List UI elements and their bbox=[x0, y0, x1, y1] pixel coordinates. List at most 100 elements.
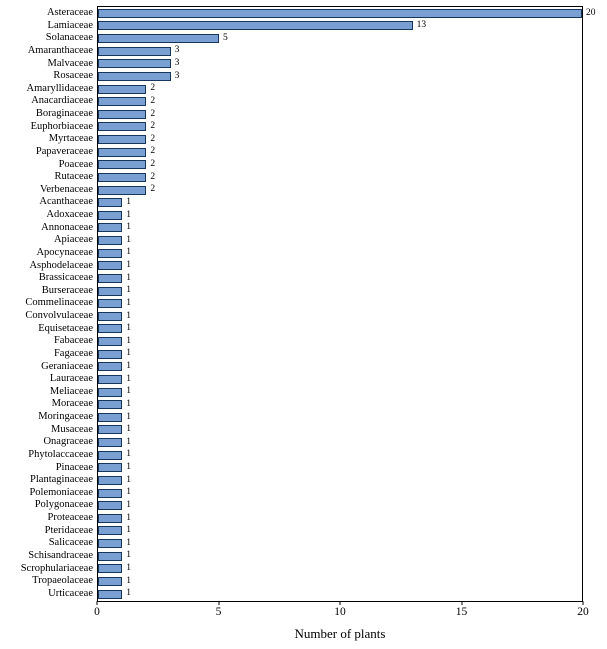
category-label: Malvaceae bbox=[47, 57, 93, 69]
bar bbox=[98, 172, 147, 182]
category-label: Meliaceae bbox=[49, 385, 93, 397]
bar bbox=[98, 210, 123, 220]
bar bbox=[98, 425, 123, 435]
category-label: Geraniaceae bbox=[41, 360, 93, 372]
value-label: 1 bbox=[126, 335, 131, 346]
bar bbox=[98, 450, 123, 460]
bar-row: Phytolaccaceae 1 bbox=[28, 449, 582, 461]
x-axis: 0 5 10 15 20 bbox=[94, 601, 589, 621]
category-label: Onagraceae bbox=[43, 436, 93, 448]
category-label: Pinaceae bbox=[55, 461, 93, 473]
value-label: 1 bbox=[126, 260, 131, 271]
category-label: Schisandraceae bbox=[28, 549, 93, 561]
value-label: 3 bbox=[174, 45, 180, 56]
value-label: 3 bbox=[174, 58, 180, 69]
value-label: 1 bbox=[126, 588, 131, 599]
category-label: Apocynaceae bbox=[36, 246, 93, 258]
bar bbox=[98, 236, 123, 246]
category-label: Acanthaceae bbox=[39, 196, 93, 208]
bar-row: Plantaginaceae 1 bbox=[30, 474, 582, 486]
value-label: 1 bbox=[126, 487, 131, 498]
category-label: Moringaceae bbox=[38, 411, 93, 423]
category-label: Proteaceae bbox=[47, 512, 93, 524]
category-label: Verbenaceae bbox=[39, 183, 93, 195]
bar-row: Solanaceae 5 bbox=[46, 33, 582, 45]
category-label: Rutaceae bbox=[54, 171, 93, 183]
bar-row: Poaceae 2 bbox=[59, 159, 582, 171]
plot-area: Asteraceae 20 Lamiaceae 13 Solanaceae 5 Amaran… bbox=[21, 6, 596, 602]
bar-row: Polemoniaceae 1 bbox=[29, 487, 582, 499]
bar-row: Annonaceae 1 bbox=[41, 222, 582, 234]
value-label: 1 bbox=[126, 209, 131, 220]
bar-row: Apiaceae 1 bbox=[54, 234, 582, 247]
x-axis-tick-label: 15 bbox=[455, 606, 468, 618]
value-label: 2 bbox=[150, 171, 156, 182]
category-label: Myrtaceae bbox=[48, 133, 93, 145]
bar bbox=[98, 475, 123, 485]
bar bbox=[98, 589, 123, 599]
bar-row: Acanthaceae 1 bbox=[39, 196, 582, 209]
category-label: Rosaceae bbox=[53, 70, 93, 82]
x-axis-tick bbox=[218, 601, 219, 605]
bar-row: Verbenaceae 2 bbox=[40, 184, 582, 196]
value-label: 20 bbox=[586, 7, 596, 18]
value-label: 1 bbox=[126, 525, 131, 536]
bar bbox=[98, 400, 123, 410]
value-label: 1 bbox=[126, 411, 131, 422]
value-label: 2 bbox=[150, 121, 156, 132]
x-axis-tick-label: 5 bbox=[215, 606, 222, 618]
bar-row: Musaceae 1 bbox=[51, 424, 582, 436]
bar bbox=[98, 488, 123, 498]
value-label: 1 bbox=[126, 575, 131, 586]
bar-row: Salicaceae 1 bbox=[49, 537, 582, 550]
category-label: Equisetaceae bbox=[38, 322, 93, 334]
category-label: Urticaceae bbox=[48, 587, 93, 599]
category-label: Convolvulaceae bbox=[25, 310, 93, 322]
value-label: 1 bbox=[126, 310, 131, 321]
bar bbox=[98, 438, 123, 448]
bar-row: Commelinaceae 1 bbox=[25, 298, 582, 310]
bar bbox=[98, 576, 123, 586]
value-label: 1 bbox=[126, 373, 131, 384]
value-label: 1 bbox=[126, 563, 131, 574]
bar bbox=[98, 564, 123, 574]
value-label: 1 bbox=[126, 398, 131, 409]
bar-row: Convolvulaceae 1 bbox=[25, 310, 582, 322]
value-label: 2 bbox=[150, 184, 156, 195]
bar-row: Proteaceae 1 bbox=[48, 512, 582, 524]
value-label: 1 bbox=[126, 234, 131, 245]
category-label: Annonaceae bbox=[41, 221, 93, 233]
bar bbox=[98, 412, 123, 422]
value-label: 1 bbox=[126, 196, 131, 207]
category-label: Musaceae bbox=[51, 423, 93, 435]
bar-row: Amaranthaceae 3 bbox=[28, 45, 582, 57]
category-label: Adoxaceae bbox=[46, 209, 93, 221]
bar-row: Fabaceae 1 bbox=[54, 335, 582, 348]
bar bbox=[98, 299, 123, 309]
bar bbox=[98, 311, 123, 321]
category-label: Salicaceae bbox=[48, 537, 93, 549]
bar bbox=[98, 109, 147, 119]
value-label: 3 bbox=[174, 70, 180, 81]
bar-row: Brassicaceae 1 bbox=[39, 272, 582, 284]
category-label: Moraceae bbox=[51, 398, 93, 410]
bar bbox=[98, 34, 219, 44]
value-label: 1 bbox=[126, 499, 131, 510]
bar-row: Fagaceae 1 bbox=[54, 348, 582, 360]
category-label: Anacardiaceae bbox=[31, 95, 93, 107]
bar-row: Schisandraceae 1 bbox=[28, 550, 582, 562]
category-label: Lamiaceae bbox=[47, 19, 93, 31]
value-label: 1 bbox=[126, 550, 131, 561]
bar bbox=[98, 513, 123, 523]
bar bbox=[98, 324, 123, 334]
bar-row: Lauraceae 1 bbox=[50, 373, 582, 385]
x-axis-tick-label: 20 bbox=[577, 606, 589, 618]
value-label: 1 bbox=[126, 537, 131, 548]
value-label: 2 bbox=[150, 95, 156, 106]
bar bbox=[98, 59, 171, 69]
bar bbox=[98, 71, 171, 81]
category-label: Pteridaceae bbox=[44, 524, 93, 536]
category-label: Brassicaceae bbox=[38, 272, 93, 284]
value-label: 1 bbox=[126, 386, 131, 397]
